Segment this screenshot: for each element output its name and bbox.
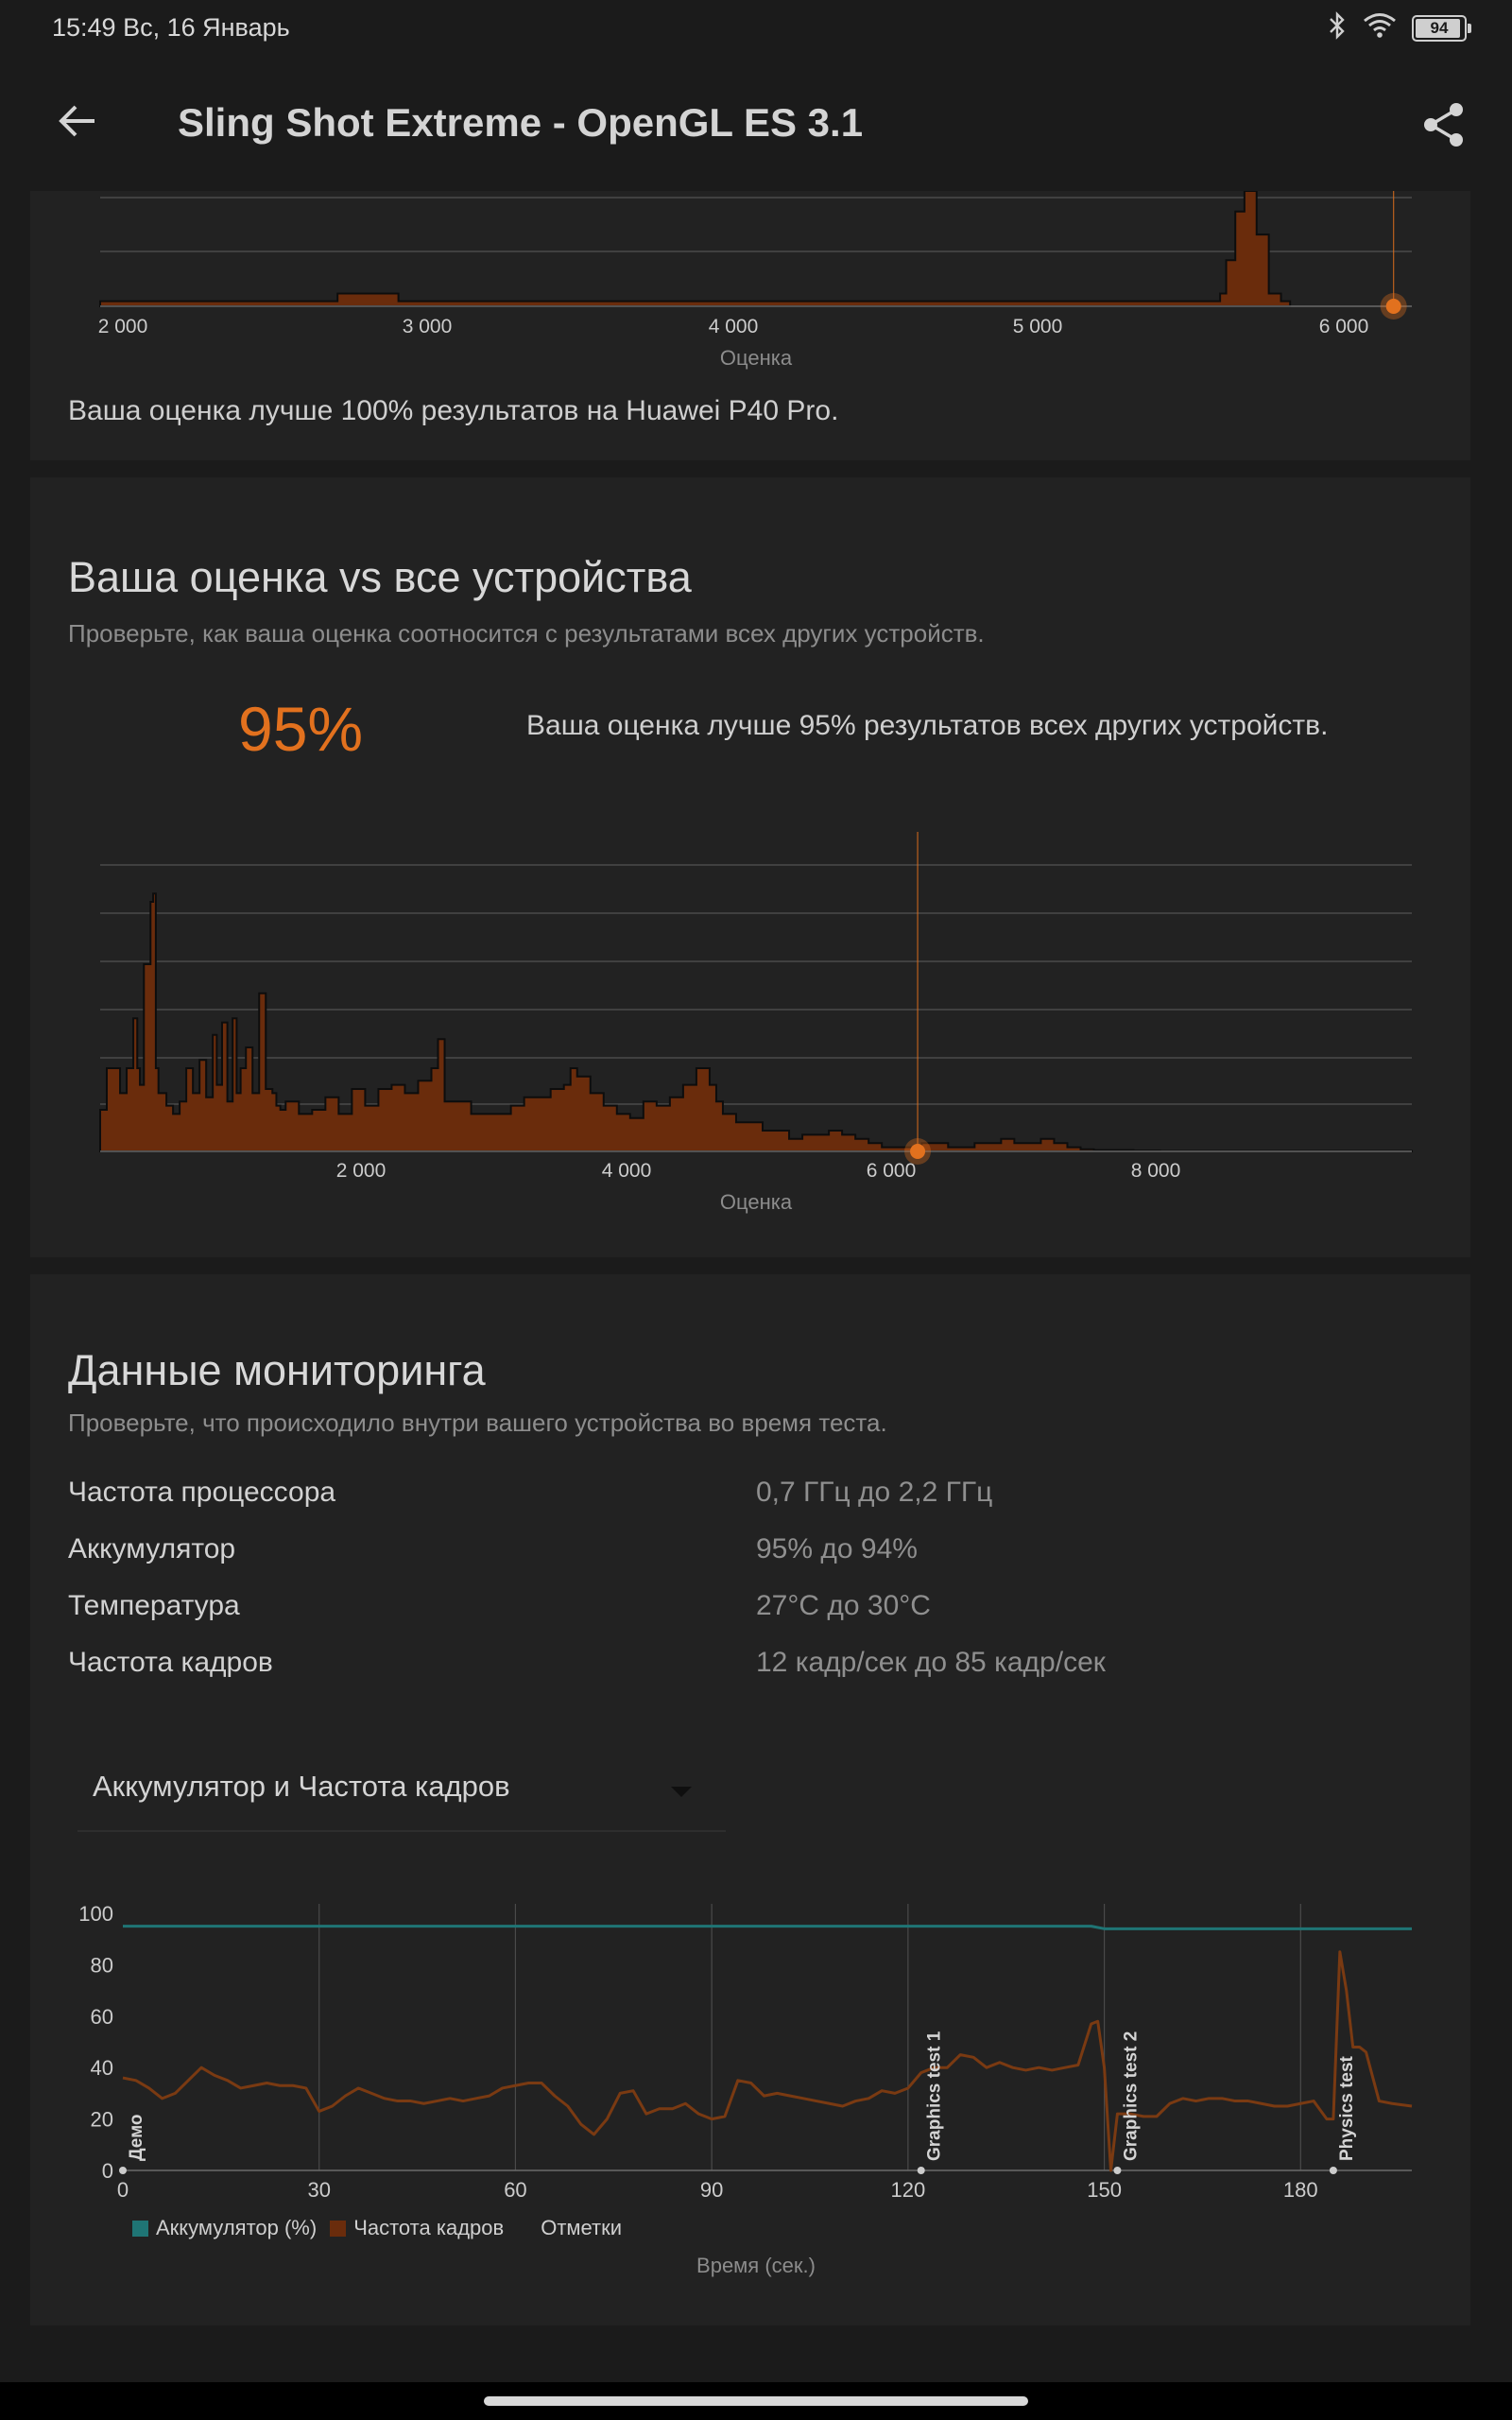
battery-tip [1468,23,1471,33]
back-button[interactable] [47,93,108,153]
x-tick-label: 6 000 [1318,316,1369,337]
x-tick-label: 150 [1087,2178,1122,2201]
x-axis-title: Оценка [719,1190,793,1214]
monitor-value-framerate: 12 кадр/сек до 85 кадр/сек [756,1647,1106,1678]
monitor-label-battery: Аккумулятор [68,1533,236,1564]
battery-level: 94 [1430,18,1449,37]
legend-item-battery[interactable]: Аккумулятор (%) [132,2216,317,2240]
page-title: Sling Shot Extreme - OpenGL ES 3.1 [178,100,864,145]
histogram-area [99,191,1292,307]
share-icon [1422,101,1466,153]
y-tick-label: 60 [91,2005,113,2029]
monitoring-chart: 0 30 60 90 120 150 180 0 20 40 60 80 100 Демо Graphics… [78,1902,1413,2201]
chevron-down-icon [671,1787,692,1797]
navigation-bar [0,2382,1512,2420]
legend-item-framerate[interactable]: Частота кадров [330,2216,504,2240]
monitor-label-framerate: Частота кадров [68,1647,273,1678]
y-tick-label: 40 [91,2056,113,2080]
x-tick-label: 2 000 [97,316,148,337]
legend-label: Отметки [541,2216,623,2239]
event-marker-dot [119,2167,127,2174]
event-marker-dot [1113,2167,1122,2174]
score-marker-dot [910,1144,926,1159]
home-gesture-handle[interactable] [484,2396,1028,2406]
battery-fill [1416,18,1460,38]
x-tick-label: 4 000 [708,316,759,337]
chart-legend: Аккумулятор (%) Частота кадров Отметки [132,2216,622,2240]
legend-swatch-framerate [330,2220,347,2237]
arrow-left-icon [57,102,98,145]
chart-series-dropdown[interactable]: Аккумулятор и Частота кадров [77,1758,726,1832]
event-marker-label: Physics test [1337,2055,1357,2161]
status-bar: 15:49 Вс, 16 Январь 94 [0,0,1512,57]
legend-swatch-battery [132,2220,148,2237]
monitoring-card: Данные мониторинга Проверьте, что происх… [30,1274,1470,2325]
histogram-area [99,892,1413,1152]
x-axis-title: Оценка [719,346,793,370]
monitor-label-temperature: Температура [68,1590,240,1621]
section-subtitle: Проверьте, что происходило внутри вашего… [68,1409,887,1437]
battery-line [123,1925,1412,1930]
section-subtitle: Проверьте, как ваша оценка соотносится с… [68,619,985,648]
event-marker-label: Graphics test 2 [1121,2031,1141,2161]
y-tick-label: 0 [102,2159,113,2183]
event-marker-dot [917,2167,925,2174]
framerate-line [122,1950,1413,2172]
monitor-value-temperature: 27°C до 30°C [756,1590,931,1621]
x-axis-title: Время (сек.) [696,2254,816,2277]
x-tick-label: 8 000 [1130,1160,1181,1182]
x-tick-label: 6 000 [866,1160,917,1182]
y-tick-label: 20 [91,2108,113,2132]
x-tick-label: 90 [700,2178,723,2201]
all-devices-histogram [99,832,1413,1165]
monitor-value-battery: 95% до 94% [756,1533,918,1564]
wifi-icon [1363,12,1397,43]
percentile-value: 95% [238,694,364,764]
x-tick-label: 5 000 [1012,316,1063,337]
x-tick-label: 60 [504,2178,526,2201]
legend-item-markers[interactable]: Отметки [517,2216,622,2240]
x-tick-label: 4 000 [601,1160,652,1182]
dropdown-selected-value: Аккумулятор и Частота кадров [93,1770,510,1803]
section-title: Ваша оценка vs все устройства [68,553,692,601]
battery-icon: 94 [1412,14,1471,42]
x-tick-label: 180 [1283,2178,1318,2201]
legend-label: Частота кадров [353,2216,505,2239]
percentile-text: Ваша оценка лучше 95% результатов всех д… [526,710,1329,741]
x-tick-label: 2 000 [335,1160,387,1182]
status-time-date: 15:49 Вс, 16 Январь [52,13,290,42]
monitor-label-cpu: Частота процессора [68,1477,336,1508]
score-marker-dot [1385,299,1401,314]
event-marker-label: Демо [127,2115,146,2162]
event-marker-label: Graphics test 1 [925,2031,945,2161]
legend-label: Аккумулятор (%) [156,2216,318,2239]
device-histogram [99,191,1412,320]
status-icons: 94 [1327,11,1471,44]
app-bar: Sling Shot Extreme - OpenGL ES 3.1 [0,57,1512,191]
share-button[interactable] [1414,96,1474,157]
device-comparison-card: 2 000 3 000 4 000 5 000 6 000 Оценка Ваш… [30,191,1470,460]
y-tick-label: 80 [91,1953,113,1977]
bluetooth-icon [1327,11,1348,44]
x-tick-label: 0 [117,2178,129,2201]
device-summary-text: Ваша оценка лучше 100% результатов на Hu… [68,395,839,426]
x-tick-label: 120 [891,2178,926,2201]
monitor-value-cpu: 0,7 ГГц до 2,2 ГГц [756,1477,993,1508]
section-title: Данные мониторинга [68,1346,486,1394]
event-marker-dot [1329,2167,1337,2174]
x-tick-label: 3 000 [402,316,453,337]
all-devices-card: Ваша оценка vs все устройства Проверьте,… [30,477,1470,1257]
x-tick-label: 30 [307,2178,330,2201]
y-tick-label: 100 [78,1902,113,1926]
legend-swatch-markers [517,2221,533,2237]
